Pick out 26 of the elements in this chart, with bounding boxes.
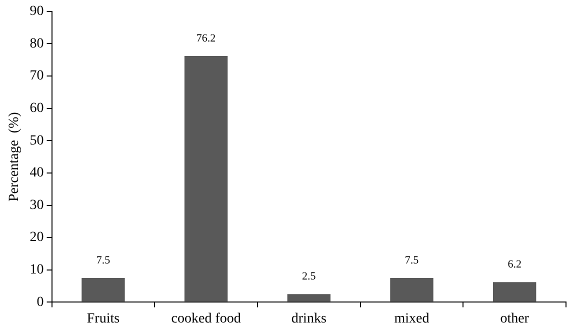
bar: [184, 56, 228, 302]
data-label: 7.5: [96, 254, 111, 266]
data-label: 2.5: [302, 270, 316, 283]
y-tick-label: 80: [30, 36, 44, 52]
y-tick-label: 40: [30, 166, 44, 181]
y-tick-label: 90: [30, 4, 44, 20]
data-label: 7.5: [404, 254, 420, 266]
x-tick-label: drinks: [291, 311, 326, 326]
bar: [287, 294, 330, 302]
y-tick-label: 0: [36, 294, 44, 310]
y-tick-label: 70: [30, 68, 44, 84]
data-label: 76.2: [196, 32, 216, 44]
x-tick-label: other: [500, 311, 530, 326]
y-tick-label: 20: [30, 230, 44, 246]
bar: [390, 278, 434, 302]
data-label: 6.2: [508, 258, 522, 271]
y-tick-label: 60: [30, 101, 44, 116]
y-tick-label: 10: [30, 262, 44, 278]
y-tick-label: 50: [30, 133, 44, 148]
x-tick-label: cooked food: [171, 311, 241, 326]
y-axis-title: Percentage (%): [7, 112, 22, 202]
bar: [492, 282, 536, 302]
y-tick-label: 30: [30, 198, 44, 213]
x-tick-label: mixed: [394, 311, 430, 326]
bar: [82, 278, 125, 302]
x-tick-label: Fruits: [86, 311, 120, 326]
